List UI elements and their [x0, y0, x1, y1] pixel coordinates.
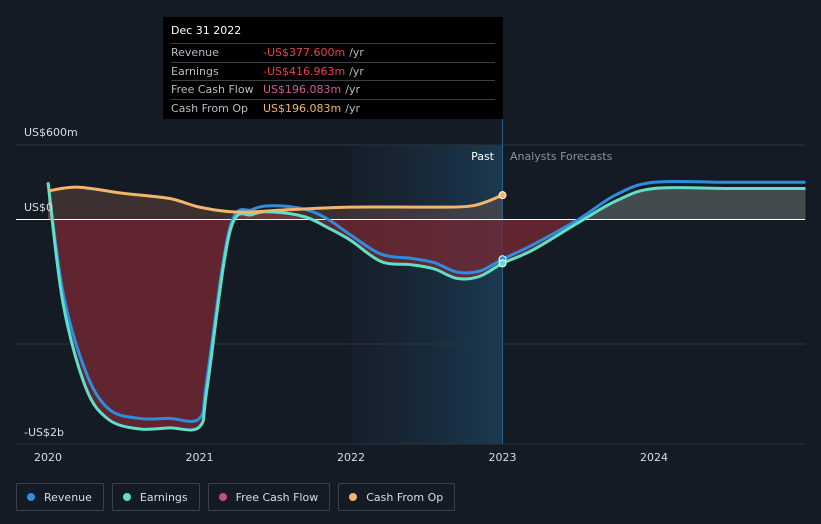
tooltip-unit: /yr	[345, 83, 360, 96]
legend-dot-icon	[349, 493, 358, 501]
tooltip-value: -US$416.963m	[263, 64, 346, 78]
forecast-area	[578, 187, 806, 223]
tooltip-row-free-cash-flow: Free Cash Flow US$196.083m /yr	[171, 81, 495, 100]
x-tick-label-2021: 2021	[186, 451, 214, 464]
tooltip-unit: /yr	[345, 101, 360, 115]
legend-dot-icon	[218, 493, 227, 501]
cash-from-op-line	[47, 185, 504, 214]
legend-label: Cash From Op	[366, 490, 444, 504]
earnings-line	[46, 182, 806, 432]
x-tick-label-2024: 2024	[640, 451, 668, 464]
x-tick-label-2023: 2023	[489, 451, 517, 464]
y-tick-label-zero: US$0	[24, 201, 53, 214]
forecast-shade	[351, 145, 503, 444]
tooltip-label: Revenue	[171, 46, 219, 59]
cash-from-op-area	[48, 187, 503, 220]
tooltip-unit: /yr	[349, 46, 364, 59]
hover-markers	[498, 191, 507, 268]
x-axis: 2020 2021 2022 2023 2024	[34, 451, 668, 464]
legend-label: Revenue	[44, 490, 92, 504]
axis-labels: US$600m US$0 -US$2b Past Analysts Foreca…	[24, 126, 613, 439]
legend-label: Free Cash Flow	[235, 490, 319, 504]
legend: Revenue Earnings Free Cash Flow Cash Fro…	[16, 483, 456, 511]
y-tick-label-bottom: -US$2b	[24, 426, 64, 439]
legend-item-earnings[interactable]: Earnings	[111, 483, 200, 511]
x-tick-label-2022: 2022	[337, 451, 365, 464]
tooltip-row-revenue: Revenue -US$377.600m /yr	[171, 44, 495, 63]
series-areas	[16, 182, 806, 430]
forecast-label: Analysts Forecasts	[510, 150, 613, 163]
legend-item-cash-from-op[interactable]: Cash From Op	[338, 483, 456, 511]
tooltip-value: US$196.083m	[263, 101, 342, 115]
earnings-marker	[498, 259, 507, 268]
tooltip-value: -US$377.600m	[263, 46, 346, 59]
tooltip-label: Earnings	[171, 64, 219, 78]
legend-item-revenue[interactable]: Revenue	[16, 483, 104, 511]
legend-dot-icon	[27, 493, 35, 501]
tooltip: Dec 31 2022 Revenue -US$377.600m /yr Ear…	[163, 17, 503, 119]
legend-item-free-cash-flow[interactable]: Free Cash Flow	[207, 483, 331, 511]
cash-from-op-marker	[498, 191, 507, 200]
series-lines	[46, 179, 806, 432]
tooltip-row-earnings: Earnings -US$416.963m /yr	[171, 63, 495, 81]
x-tick-label-2020: 2020	[34, 451, 62, 464]
past-label: Past	[471, 150, 495, 163]
tooltip-unit: /yr	[349, 64, 364, 78]
tooltip-row-cash-from-op: Cash From Op US$196.083m /yr	[171, 100, 495, 118]
legend-label: Earnings	[139, 490, 188, 504]
tooltip-label: Free Cash Flow	[171, 83, 254, 96]
y-tick-label-top: US$600m	[24, 126, 78, 139]
legend-dot-icon	[122, 493, 131, 501]
tooltip-value: US$196.083m	[263, 83, 342, 96]
revenue-line	[46, 179, 806, 423]
tooltip-label: Cash From Op	[171, 101, 249, 115]
tooltip-date: Dec 31 2022	[171, 23, 495, 44]
